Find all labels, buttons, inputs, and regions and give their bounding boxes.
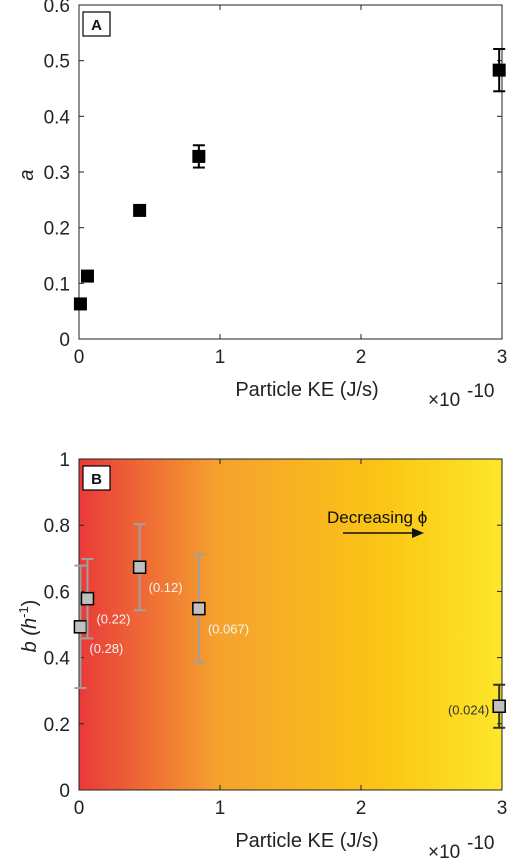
x-axis-label-b: Particle KE (J/s) xyxy=(235,830,378,852)
data-point-a xyxy=(73,297,87,311)
data-point-b xyxy=(192,601,206,616)
y-tick-label-b: 0.6 xyxy=(44,582,70,603)
decreasing-phi-annotation: Decreasing ϕ xyxy=(327,508,427,538)
data-point-a xyxy=(133,203,147,217)
data-point-a xyxy=(80,269,94,283)
panel-label-b: B xyxy=(91,471,102,488)
x-tick-label-b: 3 xyxy=(497,798,508,819)
plot-background-b xyxy=(79,459,502,790)
x-tick-label-b: 0 xyxy=(74,798,85,819)
y-tick-label-a: 0.1 xyxy=(44,274,70,295)
point-label-b: (0.067) xyxy=(208,622,249,637)
y-tick-label-b: 0.4 xyxy=(44,649,71,670)
panel-label-a-frame xyxy=(82,11,111,37)
x-tick-label-a: 0 xyxy=(74,347,85,368)
panel-label-b-frame xyxy=(82,465,111,491)
y-tick-label-a: 0.5 xyxy=(44,52,70,73)
arrow-head xyxy=(412,528,424,538)
x-tick-label-b: 2 xyxy=(356,798,367,819)
data-point-b xyxy=(132,560,147,574)
panel-label-a: A xyxy=(91,17,102,34)
y-tick-label-b: 0.2 xyxy=(44,715,70,736)
y-tick-label-a: 0.6 xyxy=(44,0,70,17)
y-tick-label-a: 0.4 xyxy=(44,107,71,128)
data-point-b xyxy=(73,620,88,634)
y-tick-label-b: 1 xyxy=(59,450,70,471)
y-axis-label-b-sup: -1 xyxy=(16,606,31,618)
y-tick-label-a: 0.3 xyxy=(44,163,70,184)
panel-label-b-box: B xyxy=(82,465,111,491)
y-axis-label-b-main: b (h xyxy=(19,618,41,652)
point-label-b: (0.22) xyxy=(96,612,130,627)
x-axis-label-a: Particle KE (J/s) xyxy=(235,379,378,401)
data-point-a xyxy=(192,149,206,163)
y-axis-label-b-close: ) xyxy=(19,600,41,607)
x-multiplier-a-base: ×10 xyxy=(428,390,460,411)
x-multiplier-a-exp: -10 xyxy=(467,381,494,402)
x-multiplier-b-exp: -10 xyxy=(467,833,494,854)
panel-b: 0 1 2 3 0 0.2 0.4 0.6 0.8 1 (0.28) (0.22) (0.12) (0.0… xyxy=(16,450,507,862)
plot-area-b: 0 1 2 3 0 0.2 0.4 0.6 0.8 1 (0.28) (0.22) (0.12) (0.0… xyxy=(44,450,508,819)
plot-area-a: 0 1 2 3 0 0.1 0.2 0.3 0.4 0.5 0.6 xyxy=(44,0,508,368)
y-tick-label-b: 0.8 xyxy=(44,516,70,537)
x-tick-label-a: 1 xyxy=(215,347,226,368)
x-multiplier-b-base: ×10 xyxy=(428,842,460,862)
point-label-b: (0.28) xyxy=(89,641,123,656)
x-multiplier-b: ×10 -10 xyxy=(428,833,494,862)
panel-label-a-box: A xyxy=(82,11,111,37)
y-tick-label-a: 0.2 xyxy=(44,219,70,240)
x-tick-label-b: 1 xyxy=(215,798,226,819)
panel-a: 0 1 2 3 0 0.1 0.2 0.3 0.4 0.5 0.6 A Particle KE (J… xyxy=(16,0,507,411)
y-axis-label-a: a xyxy=(16,169,38,180)
x-tick-label-a: 2 xyxy=(356,347,367,368)
point-label-b: (0.024) xyxy=(448,702,489,717)
data-point-b xyxy=(80,591,95,606)
arrow-text: Decreasing ϕ xyxy=(327,508,427,527)
point-label-b: (0.12) xyxy=(149,580,183,595)
y-tick-label-a: 0 xyxy=(59,330,70,351)
y-axis-label-b: b (h-1) xyxy=(16,600,41,653)
data-point-b xyxy=(492,699,506,714)
y-tick-label-b: 0 xyxy=(59,781,70,802)
data-point-a xyxy=(492,63,506,77)
axes-frame-a xyxy=(78,4,503,340)
x-multiplier-a: ×10 -10 xyxy=(428,381,494,411)
x-tick-label-a: 3 xyxy=(497,347,508,368)
